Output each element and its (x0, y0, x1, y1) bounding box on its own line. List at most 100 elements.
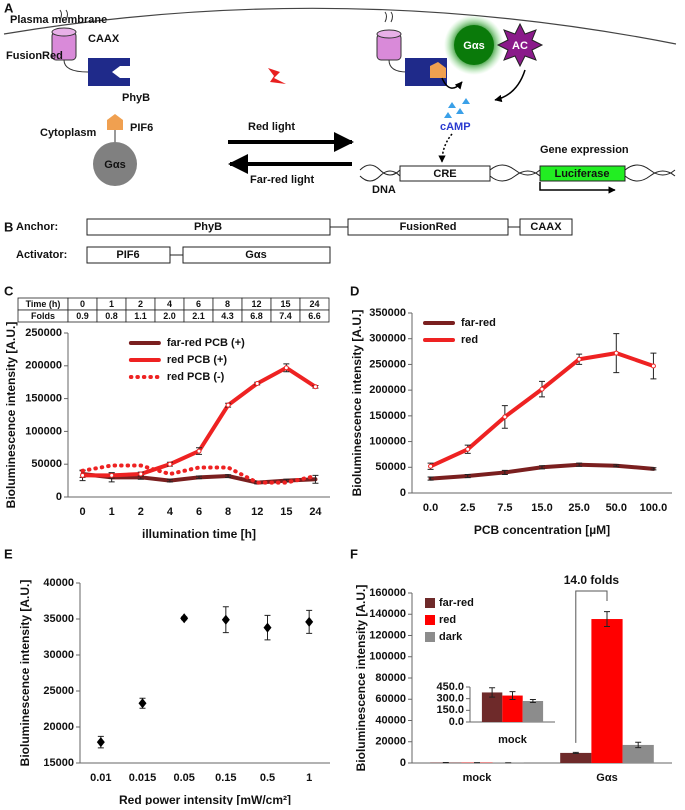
table-text: 4.3 (221, 311, 234, 321)
point-marker (284, 366, 288, 370)
label: CRE (433, 168, 456, 180)
x-tick-label: 0.01 (90, 772, 111, 784)
table-text: Time (h) (26, 299, 61, 309)
x-tick-label: 0.0 (423, 502, 438, 514)
label: AC (512, 40, 528, 52)
label: Gαs (245, 249, 266, 261)
bar (523, 701, 543, 722)
x-tick-label: 2.5 (460, 502, 475, 514)
x-tick-label: 8 (225, 506, 231, 518)
fusionred-top (52, 28, 76, 36)
y-tick-label: 30000 (43, 649, 74, 661)
y-tick-label: 20000 (375, 736, 406, 748)
x-tick-label: 2 (138, 506, 144, 518)
y-tick-label: 40000 (375, 714, 406, 726)
y-axis-label: Bioluminescence intensity [A.U.] (18, 580, 32, 767)
y-tick-label: 150.0 (436, 704, 464, 716)
y-tick-label: 300000 (369, 333, 406, 345)
y-tick-label: 0.0 (449, 716, 464, 728)
table-text: 6.8 (250, 311, 263, 321)
point-marker (466, 447, 470, 451)
y-tick-label: 450.0 (436, 681, 464, 693)
table-text: 6.6 (308, 311, 321, 321)
x-tick-label: mock (498, 734, 528, 746)
x-tick-label: 1 (306, 772, 312, 784)
lipid (385, 12, 393, 22)
label: Luciferase (554, 168, 609, 180)
x-tick-label: Gαs (596, 772, 617, 784)
point (139, 698, 147, 708)
legend-swatch (425, 615, 435, 625)
point-marker (540, 387, 544, 391)
table-text: 24 (309, 299, 319, 309)
y-tick-label: 200000 (369, 384, 406, 396)
legend-swatch (425, 598, 435, 608)
y-tick-label: 150000 (369, 410, 406, 422)
y-tick-label: 0 (400, 487, 406, 499)
y-tick-label: 100000 (369, 651, 406, 663)
label: CAAX (88, 33, 120, 45)
x-tick-label: 6 (196, 506, 202, 518)
y-tick-label: 40000 (43, 577, 74, 589)
table-text: 15 (280, 299, 290, 309)
point-marker (614, 351, 618, 355)
y-tick-label: 35000 (43, 613, 74, 625)
x-tick-label: 1 (109, 506, 115, 518)
y-tick-label: 200000 (25, 360, 62, 372)
label: Plasma membrane (10, 14, 107, 26)
legend-label: far-red (461, 317, 496, 329)
x-tick-label: 7.5 (497, 502, 512, 514)
y-tick-label: 150000 (25, 393, 62, 405)
table-text: 0.8 (105, 311, 118, 321)
table-text: 7.4 (279, 311, 292, 321)
y-tick-label: 80000 (375, 672, 406, 684)
label: FusionRed (6, 50, 63, 62)
x-tick-label: 15 (280, 506, 292, 518)
x-axis-label: illumination time [h] (142, 527, 256, 541)
point-marker (81, 473, 85, 477)
point-marker (503, 415, 507, 419)
table-text: 2.0 (163, 311, 176, 321)
label: Red light (248, 121, 295, 133)
point-marker (429, 464, 433, 468)
y-tick-label: 100000 (25, 425, 62, 437)
diagram-b: Anchor: PhyB FusionRed CAAX Activator: P… (16, 219, 572, 263)
panel-label: F (350, 546, 358, 561)
legend-label: red PCB (-) (167, 371, 225, 383)
table-text: 2 (138, 299, 143, 309)
legend-label: red (461, 334, 478, 346)
table-text: 2.1 (192, 311, 205, 321)
annotation: 14.0 folds (564, 573, 620, 587)
x-tick-label: 24 (309, 506, 322, 518)
point-marker (226, 403, 230, 407)
point (264, 623, 272, 633)
point-marker (255, 382, 259, 386)
table-text: 6 (196, 299, 201, 309)
legend-label: dark (439, 631, 463, 643)
table-text: 0 (80, 299, 85, 309)
label: Gαs (463, 40, 484, 52)
point (222, 615, 230, 625)
table-text: 1.1 (134, 311, 147, 321)
label: cAMP (440, 121, 471, 133)
panel-label: C (4, 283, 14, 298)
x-tick-label: 100.0 (640, 502, 668, 514)
y-tick-label: 50000 (31, 458, 62, 470)
label: Gαs (104, 159, 125, 171)
x-tick-label: 25.0 (568, 502, 589, 514)
panel-label: B (4, 219, 13, 234)
x-tick-label: 15.0 (531, 502, 552, 514)
x-axis-label: Red power intensity [mW/cm²] (119, 793, 291, 805)
y-axis-label: Bioluminescence intensity [A.U.] (4, 322, 18, 509)
legend-label: far-red (439, 597, 474, 609)
arrow (442, 134, 452, 162)
y-tick-label: 25000 (43, 685, 74, 697)
x-tick-label: 12 (251, 506, 263, 518)
y-tick-label: 20000 (43, 721, 74, 733)
table-text: 1 (109, 299, 114, 309)
camp-molecules (444, 98, 470, 118)
point-marker (197, 449, 201, 453)
x-tick-label: 4 (167, 506, 174, 518)
arrow (540, 182, 615, 190)
